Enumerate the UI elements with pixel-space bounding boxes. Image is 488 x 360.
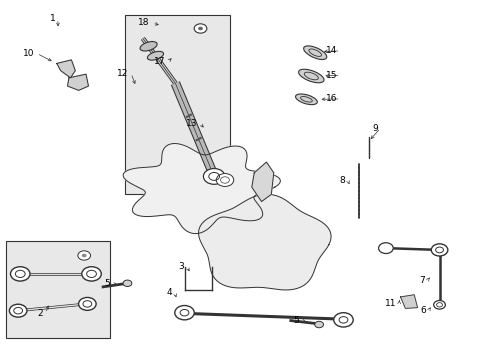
Circle shape	[78, 251, 90, 260]
Circle shape	[314, 321, 323, 328]
Text: 17: 17	[154, 57, 165, 66]
Text: 18: 18	[138, 18, 149, 27]
Circle shape	[10, 267, 30, 281]
Ellipse shape	[298, 69, 324, 83]
Circle shape	[79, 297, 96, 310]
Bar	[125, 15, 229, 194]
Circle shape	[123, 280, 132, 287]
Text: 4: 4	[166, 288, 172, 297]
Circle shape	[216, 174, 233, 186]
Ellipse shape	[295, 94, 317, 105]
Text: 14: 14	[326, 46, 337, 55]
Ellipse shape	[140, 41, 157, 51]
Text: 7: 7	[418, 276, 424, 285]
Polygon shape	[251, 162, 273, 202]
Text: 16: 16	[326, 94, 337, 103]
Circle shape	[9, 304, 27, 317]
Text: 15: 15	[326, 71, 337, 80]
Text: 5: 5	[104, 279, 110, 288]
Text: 1: 1	[49, 14, 55, 23]
Text: 6: 6	[419, 306, 425, 315]
Text: 9: 9	[371, 123, 377, 132]
Text: 3: 3	[178, 262, 184, 271]
Circle shape	[378, 243, 392, 253]
Text: 13: 13	[185, 119, 197, 128]
Polygon shape	[67, 74, 88, 90]
Text: 12: 12	[117, 69, 128, 78]
Circle shape	[430, 244, 447, 256]
Circle shape	[333, 313, 352, 327]
Polygon shape	[400, 295, 417, 309]
Circle shape	[433, 301, 445, 309]
Ellipse shape	[303, 46, 326, 59]
Ellipse shape	[147, 51, 163, 60]
Circle shape	[174, 306, 194, 320]
Text: 11: 11	[384, 299, 396, 308]
Circle shape	[81, 267, 101, 281]
Circle shape	[194, 24, 206, 33]
Polygon shape	[198, 194, 330, 290]
Text: 2: 2	[37, 309, 43, 318]
Text: 5: 5	[293, 316, 298, 325]
Circle shape	[198, 27, 203, 30]
Polygon shape	[57, 60, 75, 78]
Text: 8: 8	[339, 176, 345, 185]
Circle shape	[203, 168, 224, 184]
Bar	[5, 241, 110, 338]
Text: 10: 10	[22, 49, 34, 58]
Polygon shape	[123, 144, 280, 234]
Circle shape	[81, 254, 86, 257]
